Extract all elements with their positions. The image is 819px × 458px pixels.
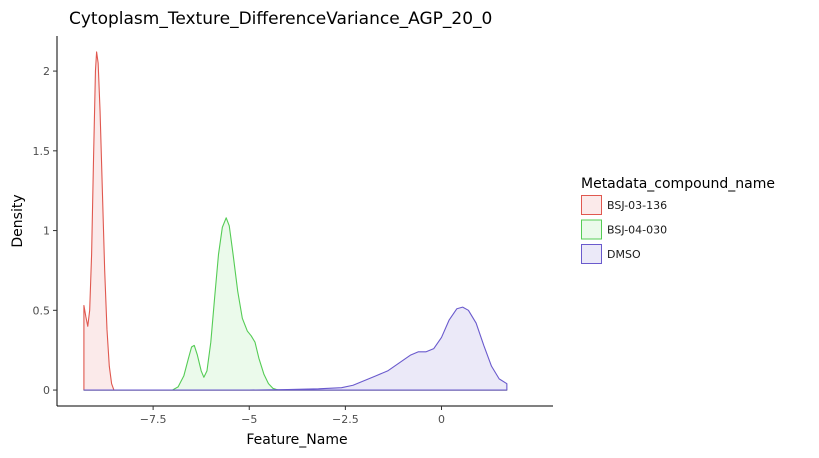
legend-key-bsj-03-136 (581, 195, 602, 215)
x-tick-label: −5 (241, 413, 257, 426)
density-line-dmso (83, 306, 508, 391)
y-tick-label: 0.5 (33, 304, 51, 317)
density-areas (83, 51, 507, 391)
x-tick-label: −2.5 (332, 413, 359, 426)
y-tick-label: 2 (43, 65, 50, 78)
density-lines (83, 51, 508, 391)
density-line-bsj-03-136 (83, 51, 508, 391)
chart-title: Cytoplasm_Texture_DifferenceVariance_AGP… (69, 9, 492, 29)
legend-label-bsj-04-030: BSJ-04-030 (607, 224, 667, 237)
density-line-bsj-04-030 (83, 217, 508, 391)
x-axis-ticks: −7.5 −5 −2.5 0 (140, 406, 445, 426)
y-axis-ticks: 0 0.5 1 1.5 2 (33, 65, 57, 397)
legend-label-dmso: DMSO (607, 248, 641, 261)
legend-key-bsj-04-030 (581, 219, 602, 240)
legend-key-dmso (581, 244, 602, 264)
y-tick-label: 1.5 (33, 145, 51, 158)
density-area-dmso (83, 307, 507, 391)
x-tick-label: −7.5 (140, 413, 167, 426)
legend: Metadata_compound_name BSJ-03-136 BSJ-04-… (581, 176, 775, 264)
legend-label-bsj-03-136: BSJ-03-136 (607, 199, 667, 212)
legend-title: Metadata_compound_name (581, 176, 775, 192)
legend-items: BSJ-03-136 BSJ-04-030 DMSO (581, 195, 667, 264)
y-tick-label: 1 (43, 225, 50, 238)
x-tick-label: 0 (438, 413, 445, 426)
x-axis-label: Feature_Name (246, 432, 347, 448)
y-axis-label: Density (10, 194, 26, 247)
y-tick-label: 0 (43, 384, 50, 397)
